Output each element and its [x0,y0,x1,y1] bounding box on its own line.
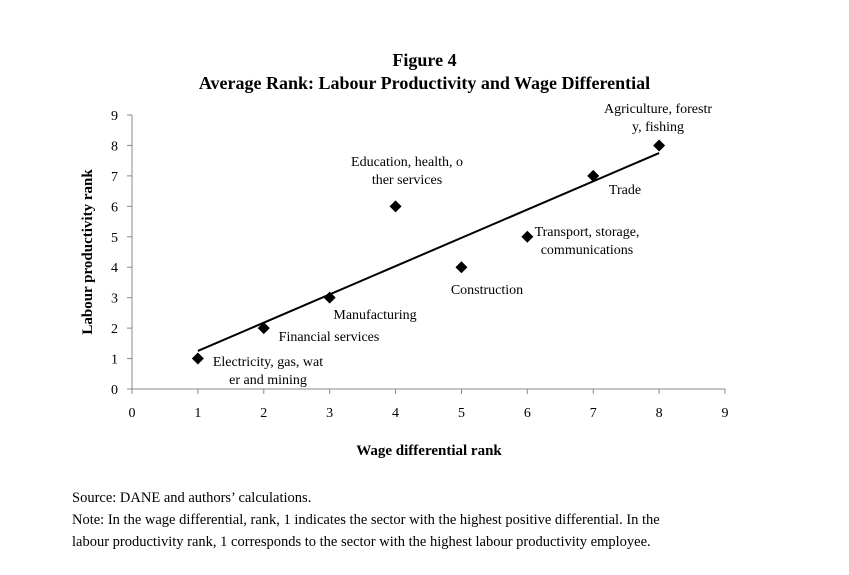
point-label: communications [541,243,634,258]
y-tick-label: 2 [111,322,118,337]
x-tick-label: 8 [656,406,663,421]
x-tick-label: 6 [524,406,531,421]
y-tick-label: 4 [111,261,118,276]
x-tick-label: 2 [260,406,267,421]
data-point [521,230,534,243]
trend-line [197,152,660,352]
data-point [389,200,402,213]
point-label: Financial services [279,330,380,345]
y-tick-label: 1 [111,353,118,368]
note-line: Note: In the wage differential, rank, 1 … [72,512,660,528]
point-label: Agriculture, forestr [604,102,712,117]
data-point [323,291,336,304]
y-tick-label: 7 [111,170,118,185]
point-label: er and mining [229,373,307,388]
x-tick-label: 5 [458,406,465,421]
point-label: Manufacturing [333,308,416,323]
point-label: y, fishing [632,120,684,135]
x-tick-label: 0 [129,406,136,421]
x-tick-label: 1 [194,406,201,421]
point-label: Education, health, o [351,155,463,170]
x-tick-label: 3 [326,406,333,421]
notes: Source: DANE and authors’ calculations. … [72,487,660,553]
point-label: Transport, storage, [535,225,640,240]
note-line: labour productivity rank, 1 corresponds … [72,534,651,550]
y-tick-label: 3 [111,292,118,307]
chart-title: Average Rank: Labour Productivity and Wa… [198,73,651,93]
y-axis-label: Labour productivity rank [80,169,96,335]
data-point [257,322,270,335]
point-label: Electricity, gas, wat [213,355,323,370]
y-tick-label: 0 [111,383,118,398]
point-label: Trade [609,183,641,198]
data-point [587,169,600,182]
x-tick-label: 9 [722,406,729,421]
x-tick-label: 7 [590,406,597,421]
x-tick-label: 4 [392,406,399,421]
x-axis-label: Wage differential rank [356,443,502,459]
y-tick-label: 5 [111,231,118,246]
y-tick-label: 8 [111,139,118,154]
data-point [455,261,468,274]
source-text: Source: DANE and authors’ calculations. [72,490,312,506]
data-point [191,352,204,365]
y-tick-label: 6 [111,200,118,215]
figure-label: Figure 4 [392,50,457,70]
data-point [653,139,666,152]
point-label: Construction [451,283,523,298]
point-label: ther services [372,173,442,188]
y-tick-label: 9 [111,109,118,124]
